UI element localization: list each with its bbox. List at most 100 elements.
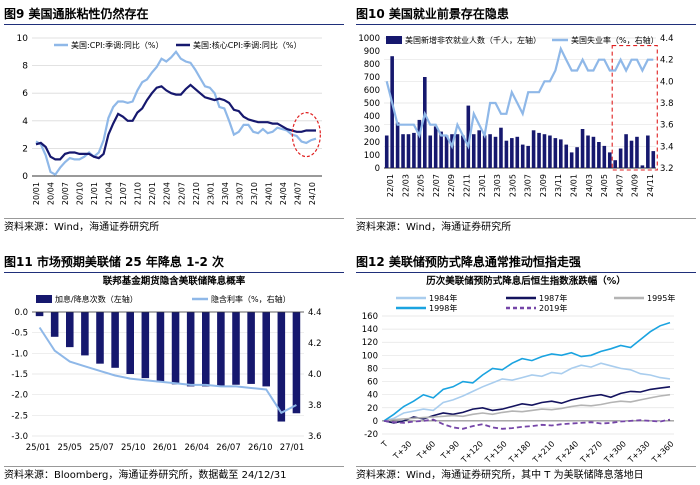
x-tick-label: 21/04: [105, 182, 114, 205]
y-tick-label-left: 100: [364, 151, 380, 161]
x-tick-label: 22/09: [447, 174, 456, 197]
chart-panel-employment: 图10 美国就业前景存在隐患 0 100 200 300 400 500 600 700 800…: [356, 4, 696, 236]
y-tick-label: 0: [22, 172, 28, 182]
x-tick-label: 24/04: [279, 182, 288, 205]
y-tick-label: 120: [362, 338, 378, 348]
bar: [602, 145, 607, 168]
bar: [461, 135, 465, 168]
bar: [515, 136, 520, 168]
x-tick-label: 24/07: [615, 174, 624, 197]
bar: [423, 77, 427, 168]
chart-title: 图9 美国通胀粘性仍然存在: [4, 4, 344, 25]
x-tick-label: 25/10: [121, 443, 146, 453]
bar: [292, 312, 301, 414]
series-line: [38, 326, 297, 415]
bar: [629, 140, 634, 168]
series-line: [35, 50, 317, 177]
bar: [646, 135, 650, 168]
bar: [50, 312, 59, 337]
hang-seng-line-chart: 历次美联储预防式降息后恒生指数涨跌幅（%） 1984年 1987年 1995年 1998…: [362, 275, 676, 465]
x-tick-label: 23/11: [554, 174, 563, 197]
y-tick-label: -20: [364, 430, 378, 440]
bar: [81, 312, 89, 356]
x-tick-label: 22/04: [163, 182, 172, 205]
x-tick-label: 24/10: [308, 182, 317, 205]
x-tick-label: 20/07: [61, 182, 70, 205]
legend-label: 美国新增非农就业人数（千人，左轴）: [405, 35, 541, 45]
y-tick-label: 0: [373, 417, 378, 427]
y-tick-label-right: 3.4: [660, 142, 674, 152]
bar: [569, 152, 574, 168]
y-tick-label-left: -1.5: [11, 370, 28, 380]
x-tick-label: T+150: [483, 439, 509, 465]
series-line: [385, 45, 654, 150]
employment-bar-line-chart: 0 100 200 300 400 500 600 700 800 900 1000 3.2 3.4 3.…: [358, 34, 674, 197]
bar: [591, 136, 596, 168]
x-tick-label: 20/10: [76, 182, 85, 205]
x-tick-label: 22/10: [192, 182, 201, 205]
x-tick-label: 20/01: [32, 182, 41, 205]
bar: [217, 312, 225, 386]
y-tick-label-left: 700: [364, 73, 380, 83]
x-tick-label: 23/07: [235, 182, 244, 205]
legend-swatch: [36, 295, 52, 303]
x-tick-label: 24/09: [631, 174, 640, 197]
bar: [96, 312, 104, 364]
bar: [444, 135, 449, 168]
x-tick-label: 25/05: [58, 443, 83, 453]
x-tick-label: T+180: [507, 439, 533, 465]
x-tick-label: 23/01: [478, 174, 487, 197]
bar: [520, 144, 525, 168]
y-tick-label-left: 0.0: [14, 308, 28, 318]
x-tick-label: 26/04: [185, 443, 210, 453]
x-tick-label: 23/04: [221, 182, 230, 205]
bar: [526, 145, 530, 168]
legend-label: 美国:CPI:季调:同比（%）: [71, 40, 163, 50]
bar: [488, 134, 492, 168]
x-tick-label: 22/03: [401, 174, 410, 197]
bar: [171, 312, 180, 385]
highlight-ellipse: [291, 111, 321, 158]
bar: [232, 312, 240, 385]
y-tick-label-left: 200: [364, 138, 380, 148]
series-line: [383, 386, 671, 424]
x-tick-label: 24/03: [585, 174, 594, 197]
highlight-box: [611, 45, 658, 171]
x-tick-label: 26/10: [248, 443, 273, 453]
x-tick-label: T+210: [530, 439, 556, 465]
bar: [262, 312, 270, 387]
y-tick-label-right: 4.2: [308, 339, 322, 349]
y-tick-label: 100: [362, 351, 378, 361]
bar: [471, 134, 476, 168]
x-tick-label: 21/07: [119, 182, 128, 205]
bar: [277, 312, 286, 422]
bar: [412, 132, 416, 168]
series-line: [383, 362, 671, 422]
bar: [433, 126, 438, 168]
bar: [624, 134, 628, 168]
y-tick-label: 4: [22, 117, 28, 127]
x-tick-label: T+30: [391, 439, 413, 461]
x-tick-label: T+90: [439, 439, 461, 461]
chart-panel-hang-seng: 图12 美联储预防式降息通常推动恒指走强 历次美联储预防式降息后恒生指数涨跌幅（…: [356, 252, 696, 484]
bar: [553, 138, 558, 168]
y-tick-label-left: -2.5: [11, 411, 28, 421]
x-tick-label: 22/01: [148, 182, 157, 205]
bar: [575, 147, 579, 168]
y-tick-label: 8: [22, 62, 28, 72]
x-tick-label: T+60: [415, 439, 437, 461]
y-tick-label-left: 1000: [358, 34, 380, 44]
bar: [66, 312, 74, 348]
x-tick-label: T+120: [459, 439, 485, 465]
x-tick-label: 24/11: [646, 174, 655, 197]
bar: [247, 312, 255, 384]
y-tick-label-right: 3.6: [308, 432, 322, 442]
bar: [428, 135, 433, 168]
bar: [202, 312, 210, 387]
chart-title: 图12 美联储预防式降息通常推动恒指走强: [356, 252, 696, 273]
bar: [548, 135, 552, 168]
y-tick-label-left: 0: [375, 164, 380, 174]
legend-label: 加息/降息次数（左轴）: [55, 294, 138, 304]
bar: [537, 132, 541, 168]
